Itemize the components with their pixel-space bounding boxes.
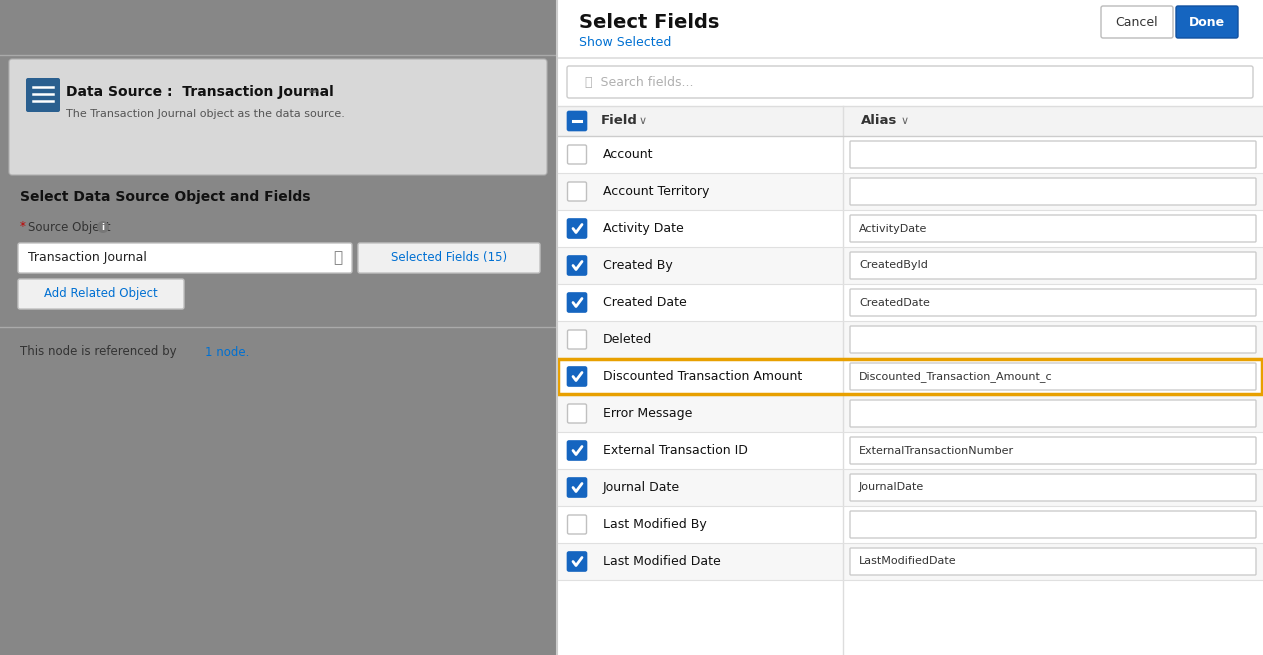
Bar xyxy=(557,173,1263,210)
Text: 1 node.: 1 node. xyxy=(205,345,249,358)
FancyBboxPatch shape xyxy=(567,552,586,571)
Text: ⌕  Search fields...: ⌕ Search fields... xyxy=(585,75,693,88)
Text: Last Modified Date: Last Modified Date xyxy=(602,555,721,568)
FancyBboxPatch shape xyxy=(850,252,1255,279)
FancyBboxPatch shape xyxy=(1101,6,1173,38)
Text: JournalDate: JournalDate xyxy=(859,483,925,493)
Text: Error Message: Error Message xyxy=(602,407,692,420)
FancyBboxPatch shape xyxy=(567,111,586,130)
FancyBboxPatch shape xyxy=(850,548,1255,575)
Text: Discounted_Transaction_Amount_c: Discounted_Transaction_Amount_c xyxy=(859,371,1052,382)
Text: Last Modified By: Last Modified By xyxy=(602,518,707,531)
Bar xyxy=(557,395,1263,432)
Text: i: i xyxy=(101,223,105,231)
Text: Transaction Journal: Transaction Journal xyxy=(28,252,147,265)
Bar xyxy=(558,359,1262,394)
Text: Select Data Source Object and Fields: Select Data Source Object and Fields xyxy=(20,190,311,204)
FancyBboxPatch shape xyxy=(567,478,586,497)
FancyBboxPatch shape xyxy=(567,330,586,349)
FancyBboxPatch shape xyxy=(1176,6,1238,38)
Text: Alias: Alias xyxy=(861,115,898,128)
Text: CreatedDate: CreatedDate xyxy=(859,297,930,307)
FancyBboxPatch shape xyxy=(850,289,1255,316)
Text: ∨: ∨ xyxy=(639,116,647,126)
FancyBboxPatch shape xyxy=(850,363,1255,390)
FancyBboxPatch shape xyxy=(850,326,1255,353)
Circle shape xyxy=(97,221,109,233)
FancyBboxPatch shape xyxy=(850,474,1255,501)
Bar xyxy=(557,506,1263,543)
FancyBboxPatch shape xyxy=(567,367,586,386)
FancyBboxPatch shape xyxy=(567,293,586,312)
FancyBboxPatch shape xyxy=(567,256,586,275)
Text: Add Related Object: Add Related Object xyxy=(44,288,158,301)
Text: Field: Field xyxy=(601,115,638,128)
Text: External Transaction ID: External Transaction ID xyxy=(602,444,748,457)
Text: Discounted Transaction Amount: Discounted Transaction Amount xyxy=(602,370,802,383)
FancyBboxPatch shape xyxy=(850,141,1255,168)
Text: ActivityDate: ActivityDate xyxy=(859,223,927,233)
FancyBboxPatch shape xyxy=(9,59,547,175)
Bar xyxy=(557,469,1263,506)
FancyBboxPatch shape xyxy=(27,78,61,112)
FancyBboxPatch shape xyxy=(850,400,1255,427)
FancyBboxPatch shape xyxy=(850,178,1255,205)
FancyBboxPatch shape xyxy=(567,515,586,534)
Text: Done: Done xyxy=(1188,16,1225,29)
Text: Selected Fields (15): Selected Fields (15) xyxy=(392,252,506,265)
Bar xyxy=(557,136,1263,173)
FancyBboxPatch shape xyxy=(850,215,1255,242)
Bar xyxy=(557,210,1263,247)
Text: ⌕: ⌕ xyxy=(333,250,342,265)
FancyBboxPatch shape xyxy=(357,243,541,273)
Text: Created By: Created By xyxy=(602,259,673,272)
Text: LastModifiedDate: LastModifiedDate xyxy=(859,557,956,567)
FancyBboxPatch shape xyxy=(567,404,586,423)
Text: Source Object: Source Object xyxy=(28,221,111,233)
Text: Journal Date: Journal Date xyxy=(602,481,679,494)
Text: Cancel: Cancel xyxy=(1115,16,1158,29)
Text: Created Date: Created Date xyxy=(602,296,687,309)
Text: ExternalTransactionNumber: ExternalTransactionNumber xyxy=(859,445,1014,455)
FancyBboxPatch shape xyxy=(567,66,1253,98)
FancyBboxPatch shape xyxy=(18,243,352,273)
FancyBboxPatch shape xyxy=(18,279,184,309)
FancyBboxPatch shape xyxy=(850,511,1255,538)
Bar xyxy=(557,432,1263,469)
Bar xyxy=(557,106,1263,136)
Bar xyxy=(557,358,1263,395)
Text: ✏: ✏ xyxy=(309,87,318,97)
Text: Activity Date: Activity Date xyxy=(602,222,683,235)
Text: Deleted: Deleted xyxy=(602,333,652,346)
Bar xyxy=(557,284,1263,321)
FancyBboxPatch shape xyxy=(567,145,586,164)
Text: Account: Account xyxy=(602,148,653,161)
FancyBboxPatch shape xyxy=(567,219,586,238)
FancyBboxPatch shape xyxy=(567,182,586,201)
Text: The Transaction Journal object as the data source.: The Transaction Journal object as the da… xyxy=(66,109,345,119)
FancyBboxPatch shape xyxy=(850,437,1255,464)
Text: Data Source :  Transaction Journal: Data Source : Transaction Journal xyxy=(66,85,333,99)
FancyBboxPatch shape xyxy=(567,441,586,460)
Text: Select Fields: Select Fields xyxy=(578,12,720,31)
Bar xyxy=(557,321,1263,358)
Bar xyxy=(557,247,1263,284)
Text: ∨: ∨ xyxy=(901,116,909,126)
Bar xyxy=(0,0,556,655)
Text: *: * xyxy=(20,221,29,233)
Text: CreatedById: CreatedById xyxy=(859,261,928,271)
Text: Show Selected: Show Selected xyxy=(578,35,672,48)
Text: Account Territory: Account Territory xyxy=(602,185,710,198)
Bar xyxy=(556,0,1263,655)
Text: This node is referenced by: This node is referenced by xyxy=(20,345,181,358)
Bar xyxy=(557,543,1263,580)
